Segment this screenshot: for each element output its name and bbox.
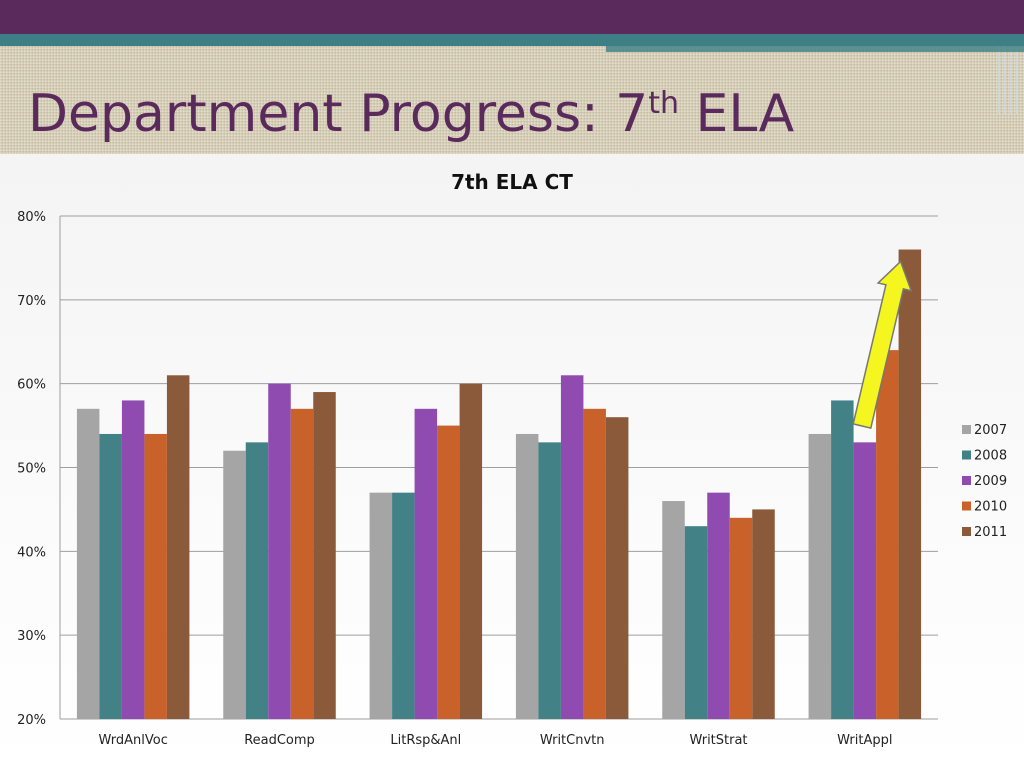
y-tick-label: 20% bbox=[17, 713, 46, 728]
bar-2009-WritAppl bbox=[853, 442, 877, 719]
legend-swatch-2009 bbox=[962, 476, 971, 485]
bar-2010-ReadComp bbox=[290, 408, 314, 719]
bar-2008-WritStrat bbox=[684, 526, 708, 719]
bar-2009-LitRsp&Anl bbox=[414, 408, 438, 719]
bar-2007-WritAppl bbox=[808, 433, 832, 719]
bar-2007-WritStrat bbox=[662, 501, 685, 719]
yellow-arrow-icon bbox=[852, 260, 913, 430]
y-tick-label: 40% bbox=[17, 545, 46, 560]
chart-gridlines bbox=[59, 215, 938, 720]
bar-2008-WrdAnlVoc bbox=[99, 433, 122, 719]
legend-label-2010: 2010 bbox=[974, 500, 1007, 515]
legend-swatch-2008 bbox=[962, 450, 971, 460]
top-accent-bar bbox=[0, 0, 1024, 34]
slide-title-superscript: th bbox=[648, 86, 680, 121]
y-tick-label: 70% bbox=[17, 294, 46, 309]
slide-title: Department Progress: 7th ELA bbox=[28, 84, 794, 144]
bar-2008-WritAppl bbox=[831, 400, 854, 719]
teal-accent-bar bbox=[0, 34, 1024, 46]
x-category-label: WritCnvtn bbox=[540, 733, 605, 748]
decorative-stripes bbox=[994, 46, 1024, 114]
bar-2007-WritCnvtn bbox=[515, 433, 539, 719]
bar-2007-ReadComp bbox=[223, 450, 246, 719]
legend-swatch-2007 bbox=[962, 425, 971, 434]
bar-2008-ReadComp bbox=[245, 442, 269, 719]
bar-2009-ReadComp bbox=[268, 383, 291, 719]
y-tick-label: 60% bbox=[17, 378, 46, 393]
chart-bars bbox=[76, 249, 922, 719]
bar-2007-WrdAnlVoc bbox=[76, 408, 100, 719]
bar-2010-LitRsp&Anl bbox=[437, 425, 460, 719]
y-tick-label: 80% bbox=[17, 210, 46, 225]
bar-2010-WritStrat bbox=[729, 517, 753, 719]
y-tick-label: 50% bbox=[17, 462, 46, 477]
bar-2007-LitRsp&Anl bbox=[369, 492, 393, 719]
bar-2010-WrdAnlVoc bbox=[144, 433, 167, 719]
bar-2008-WritCnvtn bbox=[538, 442, 561, 719]
x-category-label: WrdAnlVoc bbox=[98, 733, 167, 748]
legend-label-2008: 2008 bbox=[974, 449, 1007, 464]
bar-2011-WritStrat bbox=[752, 509, 775, 719]
x-category-label: WritStrat bbox=[689, 733, 747, 748]
bar-2011-ReadComp bbox=[313, 392, 336, 719]
highlight-arrow bbox=[852, 260, 913, 430]
teal-accent-bar-secondary bbox=[606, 46, 1024, 52]
bar-2009-WritStrat bbox=[707, 492, 730, 719]
y-tick-label: 30% bbox=[17, 629, 46, 644]
chart-legend: 2007 2008 2009 2010 2011 bbox=[962, 423, 1007, 540]
legend-swatch-2011 bbox=[962, 527, 971, 536]
x-category-label: LitRsp&Anl bbox=[390, 733, 461, 748]
x-category-label: WritAppl bbox=[837, 733, 892, 748]
slide-title-end: ELA bbox=[679, 84, 795, 144]
bar-2009-WrdAnlVoc bbox=[121, 400, 145, 719]
slide-title-main: Department Progress: 7 bbox=[28, 84, 649, 144]
bar-2010-WritAppl bbox=[876, 350, 899, 719]
bar-2011-WritCnvtn bbox=[605, 417, 629, 719]
bar-2010-WritCnvtn bbox=[583, 408, 606, 719]
bar-2011-LitRsp&Anl bbox=[459, 383, 483, 719]
chart-title: 7th ELA CT bbox=[451, 170, 573, 194]
bar-chart: 7th ELA CT 20% 30% 40% 50% 60% 70% 80% WrdAnlV… bbox=[17, 170, 1007, 748]
x-category-label: ReadComp bbox=[244, 733, 315, 748]
bar-2011-WritAppl bbox=[898, 249, 922, 719]
title-banner bbox=[0, 46, 1024, 154]
bar-2009-WritCnvtn bbox=[560, 375, 584, 719]
x-axis-category-labels: WrdAnlVoc ReadComp LitRsp&Anl WritCnvtn Writ… bbox=[98, 733, 892, 748]
bar-2011-WrdAnlVoc bbox=[166, 375, 190, 719]
y-axis-tick-labels: 20% 30% 40% 50% 60% 70% 80% bbox=[17, 210, 46, 728]
legend-label-2009: 2009 bbox=[974, 474, 1007, 489]
bar-2008-LitRsp&Anl bbox=[392, 492, 415, 719]
legend-swatch-2010 bbox=[962, 501, 971, 511]
legend-label-2007: 2007 bbox=[974, 423, 1007, 438]
legend-label-2011: 2011 bbox=[974, 525, 1007, 540]
